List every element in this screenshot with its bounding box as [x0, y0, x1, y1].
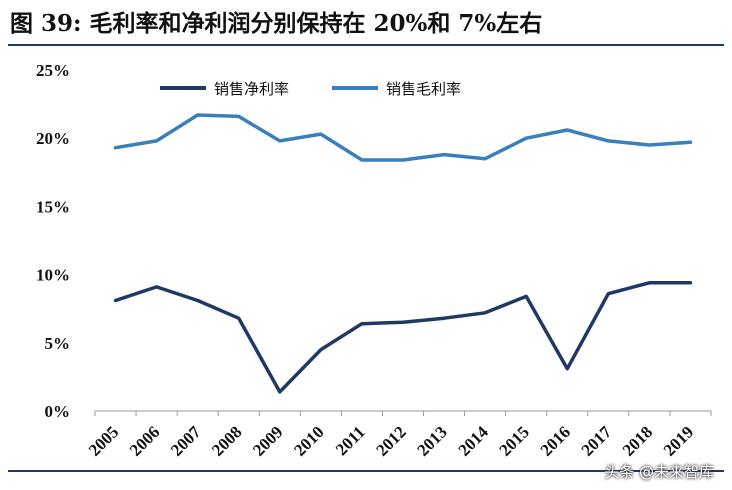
series-line-gross-margin — [113, 113, 693, 162]
series-layer — [113, 113, 693, 394]
figure-title: 图 39: 毛利率和净利润分别保持在 20%和 7%左右 — [10, 10, 543, 37]
x-tick-label: 2006 — [126, 422, 163, 459]
y-tick-label: 20% — [36, 129, 70, 148]
x-tick-label: 2018 — [619, 422, 656, 459]
x-axis: 2005 2006 2007 2008 2009 2010 2011 2012 2013 2014… — [85, 410, 712, 460]
bottom-divider — [8, 470, 724, 472]
x-tick-label: 2005 — [85, 422, 122, 459]
x-tick-label: 2007 — [167, 422, 205, 460]
x-tick-label: 2019 — [660, 422, 697, 459]
legend: 销售净利率 销售毛利率 — [160, 80, 461, 98]
x-tick-label: 2017 — [578, 422, 616, 460]
y-tick-label: 10% — [36, 266, 70, 285]
x-tick-label: 2016 — [537, 422, 574, 459]
x-tick-label: 2008 — [208, 422, 245, 459]
series-line-net-margin — [113, 281, 693, 394]
x-tick-label: 2009 — [249, 422, 286, 459]
watermark-text: 头条 @未来智库 — [604, 463, 714, 481]
x-tick-label: 2010 — [290, 422, 327, 459]
legend-label: 销售净利率 — [214, 80, 289, 98]
y-tick-label: 0% — [45, 402, 71, 421]
y-axis: 0% 5% 10% 15% 20% 25% — [36, 61, 70, 421]
x-tick-label: 2013 — [413, 422, 450, 459]
x-tick-label: 2014 — [454, 422, 492, 460]
legend-label: 销售毛利率 — [386, 80, 461, 98]
x-tick-label: 2011 — [332, 422, 369, 459]
y-tick-label: 5% — [45, 334, 71, 353]
x-tick-label: 2012 — [372, 422, 409, 459]
y-tick-label: 15% — [36, 197, 70, 216]
x-tick-label: 2015 — [496, 422, 533, 459]
title-divider — [8, 44, 724, 46]
y-tick-label: 25% — [36, 61, 70, 80]
